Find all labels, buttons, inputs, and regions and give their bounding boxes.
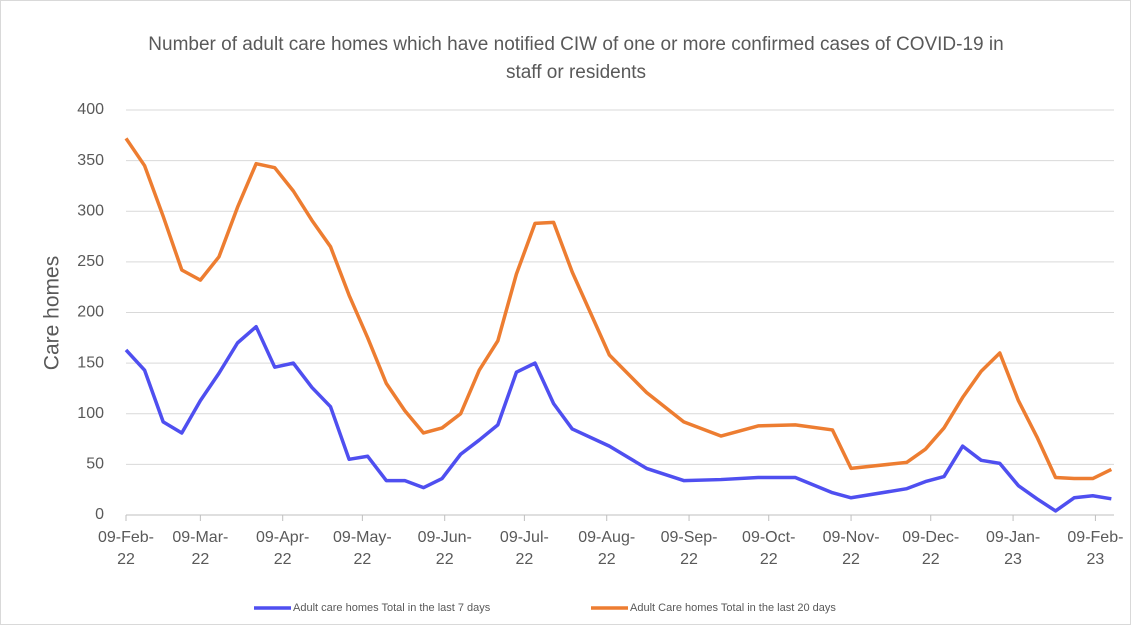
y-tick-label: 100 xyxy=(77,405,104,422)
x-tick-label: 09-Jul-22 xyxy=(499,529,549,568)
x-tick-label: 09-Sep-22 xyxy=(660,529,718,568)
legend-label: Adult care homes Total in the last 7 day… xyxy=(293,602,491,614)
y-tick-label: 400 xyxy=(77,101,104,118)
y-tick-label: 350 xyxy=(77,152,104,169)
x-tick-label: 09-May-22 xyxy=(333,529,392,568)
x-tick-label: 09-Oct-22 xyxy=(742,529,796,568)
y-tick-label: 150 xyxy=(77,354,104,371)
y-tick-label: 300 xyxy=(77,202,104,219)
x-tick-label: 09-Apr-22 xyxy=(256,529,310,568)
x-tick-label: 09-Jan-23 xyxy=(985,529,1041,568)
y-tick-label: 250 xyxy=(77,253,104,270)
y-tick-label: 50 xyxy=(86,456,104,473)
x-tick-label: 09-Mar-22 xyxy=(172,529,229,568)
series-line xyxy=(124,324,1112,513)
x-tick-label: 09-Feb-22 xyxy=(97,529,155,568)
x-tick-label: 09-Jun-22 xyxy=(417,529,472,568)
x-tick-label: 09-Aug-22 xyxy=(578,529,636,568)
y-axis-label: Care homes xyxy=(41,256,64,370)
chart-title: Number of adult care homes which have no… xyxy=(148,34,1004,83)
y-tick-label: 0 xyxy=(95,506,104,523)
y-tick-label: 200 xyxy=(77,304,104,321)
x-tick-label: 09-Feb-23 xyxy=(1067,529,1124,568)
x-tick-label: 09-Dec-22 xyxy=(902,529,960,568)
legend-label: Adult Care homes Total in the last 20 da… xyxy=(630,602,836,614)
x-tick-label: 09-Nov-22 xyxy=(822,529,880,568)
series-line xyxy=(124,137,1113,481)
